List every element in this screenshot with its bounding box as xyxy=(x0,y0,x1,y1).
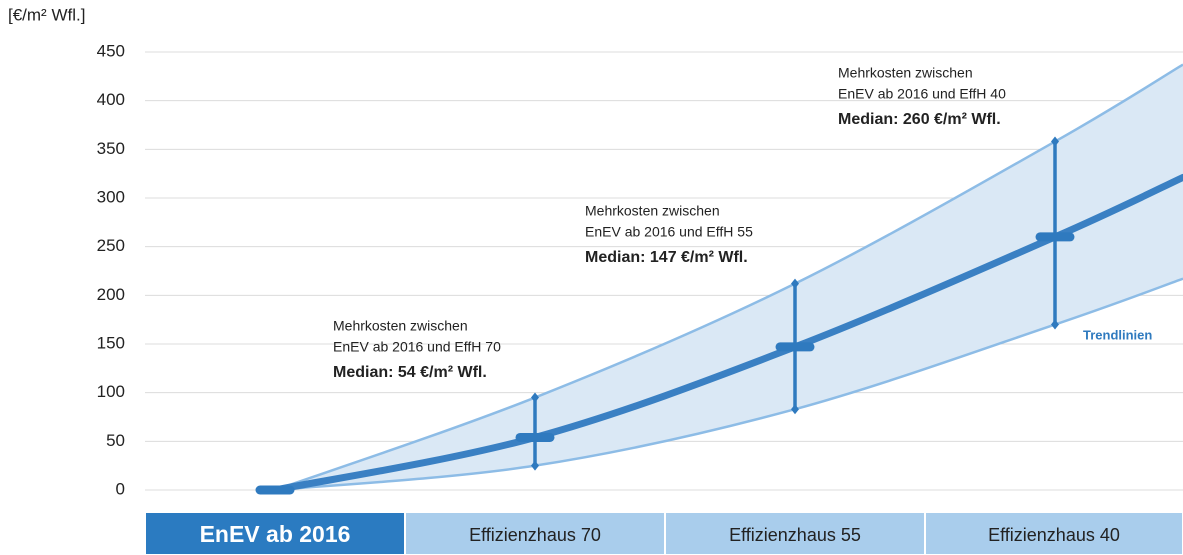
x-tick-label: Effizienzhaus 70 xyxy=(469,525,601,545)
y-tick-label: 0 xyxy=(116,479,125,498)
y-tick-label: 450 xyxy=(97,41,125,60)
error-bar-end xyxy=(1051,136,1059,147)
category-cell xyxy=(404,511,666,555)
annotation-line: EnEV ab 2016 und EffH 55 xyxy=(585,224,753,240)
x-tick-label: Effizienzhaus 55 xyxy=(729,525,861,545)
x-tick-label: Effizienzhaus 40 xyxy=(988,525,1120,545)
annotation-line: Mehrkosten zwischen xyxy=(838,65,973,81)
annotation-median: Median: 54 €/m² Wfl. xyxy=(333,364,487,381)
y-tick-label: 200 xyxy=(97,285,125,304)
trend-label: Trendlinien xyxy=(1083,327,1152,342)
error-bar-end xyxy=(1051,319,1059,330)
annotation-median: Median: 147 €/m² Wfl. xyxy=(585,249,748,266)
median-line xyxy=(271,173,1183,494)
y-tick-label: 350 xyxy=(97,139,125,158)
y-axis-label: [€/m² Wfl.] xyxy=(8,5,85,24)
upper-trend-line xyxy=(274,63,1183,492)
lower-trend-line xyxy=(274,277,1183,492)
y-tick-label: 250 xyxy=(97,236,125,255)
x-tick-label: EnEV ab 2016 xyxy=(200,521,351,547)
error-bar-end xyxy=(791,404,799,415)
error-bar-end xyxy=(531,460,539,471)
trend-band xyxy=(275,64,1183,490)
category-cell xyxy=(924,511,1183,555)
y-tick-label: 50 xyxy=(106,431,125,450)
y-tick-label: 300 xyxy=(97,187,125,206)
y-tick-label: 150 xyxy=(97,333,125,352)
y-tick-label: 100 xyxy=(97,382,125,401)
error-bar-end xyxy=(791,278,799,289)
annotation-median: Median: 260 €/m² Wfl. xyxy=(838,111,1001,128)
error-bar-end xyxy=(531,392,539,403)
y-tick-label: 400 xyxy=(97,90,125,109)
annotation-line: EnEV ab 2016 und EffH 70 xyxy=(333,339,501,355)
annotation-line: EnEV ab 2016 und EffH 40 xyxy=(838,86,1006,102)
annotation-line: Mehrkosten zwischen xyxy=(333,318,468,334)
category-cell xyxy=(144,511,406,555)
annotation-line: Mehrkosten zwischen xyxy=(585,203,720,219)
